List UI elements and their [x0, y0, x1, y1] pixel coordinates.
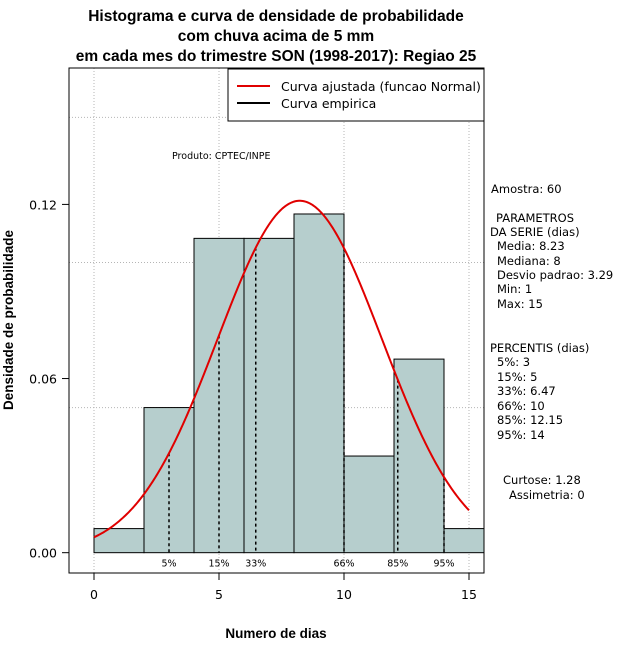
param-max: Max: 15 — [497, 297, 543, 311]
param-sd: Desvio padrao: 3.29 — [497, 268, 613, 282]
x-tick-label-0: 0 — [90, 587, 98, 602]
histogram-bar-0 — [93, 528, 145, 554]
x-tick-label-1: 5 — [215, 587, 223, 602]
x-tick-label-2: 10 — [336, 587, 352, 602]
kurtosis: Curtose: 1.28 — [503, 473, 581, 487]
x-axis-label: Numero de dias — [225, 626, 326, 641]
param-min: Min: 1 — [497, 282, 532, 296]
percentile-15: 15%: 5 — [497, 370, 537, 384]
skewness: Assimetria: 0 — [509, 488, 585, 502]
percentile-95: 95%: 14 — [497, 428, 545, 442]
percentile-label-4: 85% — [387, 559, 408, 570]
percentile-66: 66%: 10 — [497, 399, 545, 413]
y-axis: 0.00 0.06 0.12 — [29, 197, 70, 561]
param-median: Mediana: 8 — [497, 254, 561, 268]
sample-size: Amostra: 60 — [491, 182, 562, 196]
percentile-85: 85%: 12.15 — [497, 413, 563, 427]
percentile-5: 5%: 3 — [497, 355, 530, 369]
title-line-1: Histograma e curva de densidade de proba… — [88, 8, 464, 25]
y-tick-label-1: 0.06 — [29, 372, 57, 387]
stats-panel: Amostra: 60 PARAMETROS DA SERIE (dias) M… — [490, 182, 613, 502]
title-line-2: com chuva acima de 5 mm — [178, 28, 374, 45]
param-mean: Media: 8.23 — [497, 239, 565, 253]
x-tick-label-3: 15 — [461, 587, 477, 602]
params-header-1: PARAMETROS — [496, 211, 574, 225]
percentiles-header: PERCENTIS (dias) — [490, 341, 589, 355]
chart-title: Histograma e curva de densidade de proba… — [76, 8, 477, 65]
params-header-2: DA SERIE (dias) — [490, 225, 580, 239]
legend-label-fitted: Curva ajustada (funcao Normal) — [281, 79, 481, 94]
legend-box — [227, 68, 485, 122]
percentile-label-0: 5% — [161, 559, 176, 570]
legend-label-empirical: Curva empirica — [281, 96, 376, 111]
histogram-bar-4 — [293, 213, 345, 554]
legend: Curva ajustada (funcao Normal) Curva emp… — [227, 68, 485, 122]
percentile-label-5: 95% — [433, 559, 454, 570]
histogram-bar-5 — [343, 455, 395, 554]
percentile-label-2: 33% — [245, 559, 266, 570]
title-line-3: em cada mes do trimestre SON (1998-2017)… — [76, 48, 477, 65]
percentile-33: 33%: 6.47 — [497, 384, 556, 398]
histogram-bar-3 — [243, 237, 295, 554]
fitted-curve — [93, 199, 470, 539]
histogram-bars — [93, 213, 485, 554]
product-annotation: Produto: CPTEC/INPE — [172, 151, 271, 162]
percentile-label-3: 66% — [333, 559, 354, 570]
x-axis: 0 5 10 15 — [90, 572, 477, 602]
histogram-bar-7 — [443, 528, 485, 554]
percentile-label-1: 15% — [208, 559, 229, 570]
percentile-markers: 5% 15% 33% 66% 85% 95% — [161, 247, 455, 570]
y-tick-label-0: 0.00 — [29, 546, 57, 561]
y-tick-label-2: 0.12 — [29, 197, 57, 212]
y-axis-label: Densidade de probabilidade — [1, 229, 16, 410]
normal-curve-line — [93, 199, 470, 539]
